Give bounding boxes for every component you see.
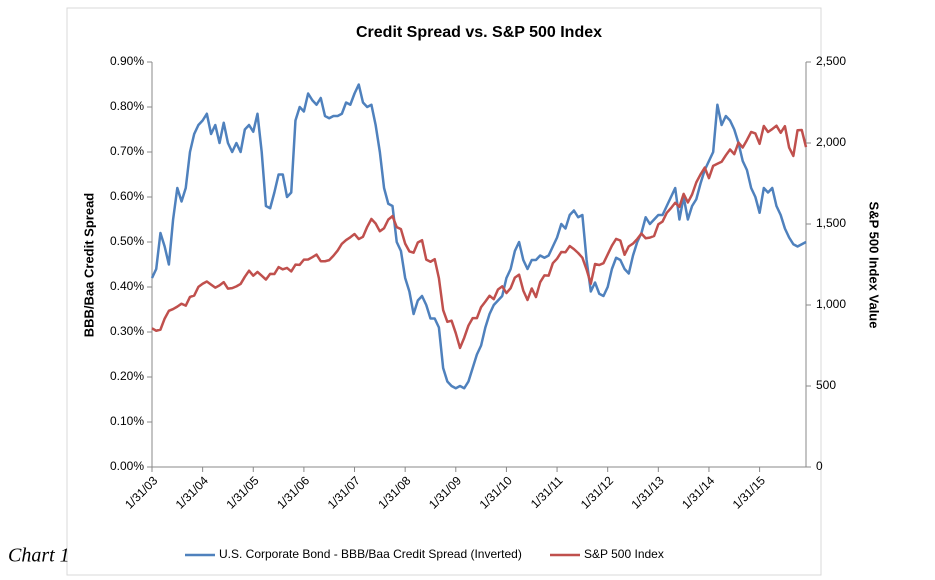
chart-title: Credit Spread vs. S&P 500 Index — [356, 24, 602, 41]
x-tick-label: 1/31/09 — [426, 473, 464, 511]
y-tick-label: 0.40% — [110, 279, 144, 293]
legend-label: S&P 500 Index — [584, 547, 664, 561]
y2-tick-label: 0 — [816, 459, 823, 473]
y-tick-label: 0.50% — [110, 234, 144, 248]
x-tick-label: 1/31/11 — [528, 473, 566, 511]
series-line — [150, 83, 807, 390]
y-tick-label: 0.30% — [110, 324, 144, 338]
series-line — [151, 124, 808, 350]
x-tick-label: 1/31/14 — [679, 473, 717, 511]
y-axis-label: BBB/Baa Credit Spread — [81, 193, 96, 338]
y2-tick-label: 1,500 — [816, 216, 846, 230]
y2-tick-label: 2,000 — [816, 135, 846, 149]
x-tick-label: 1/31/07 — [325, 473, 363, 511]
y2-tick-label: 1,000 — [816, 297, 846, 311]
x-tick-label: 1/31/15 — [730, 473, 768, 511]
x-tick-label: 1/31/05 — [223, 473, 261, 511]
y-tick-label: 0.00% — [110, 459, 144, 473]
y2-axis-label: S&P 500 Index Value — [867, 202, 882, 329]
y2-tick-label: 2,500 — [816, 54, 846, 68]
x-tick-label: 1/31/10 — [477, 473, 515, 511]
x-tick-label: 1/31/13 — [628, 473, 666, 511]
annotation: Chart 1 — [8, 545, 70, 567]
legend-label: U.S. Corporate Bond - BBB/Baa Credit Spr… — [219, 547, 522, 561]
x-tick-label: 1/31/04 — [173, 473, 211, 511]
chart-frame — [66, 7, 822, 576]
y-tick-label: 0.80% — [110, 99, 144, 113]
y-tick-label: 0.10% — [110, 414, 144, 428]
x-tick-label: 1/31/12 — [578, 473, 616, 511]
y-tick-label: 0.70% — [110, 144, 144, 158]
y-tick-label: 0.20% — [110, 369, 144, 383]
y-tick-label: 0.60% — [110, 189, 144, 203]
y-tick-label: 0.90% — [110, 54, 144, 68]
x-tick-label: 1/31/08 — [375, 473, 413, 511]
x-tick-label: 1/31/06 — [274, 473, 312, 511]
x-tick-label: 1/31/03 — [122, 473, 160, 511]
y2-tick-label: 500 — [816, 378, 836, 392]
